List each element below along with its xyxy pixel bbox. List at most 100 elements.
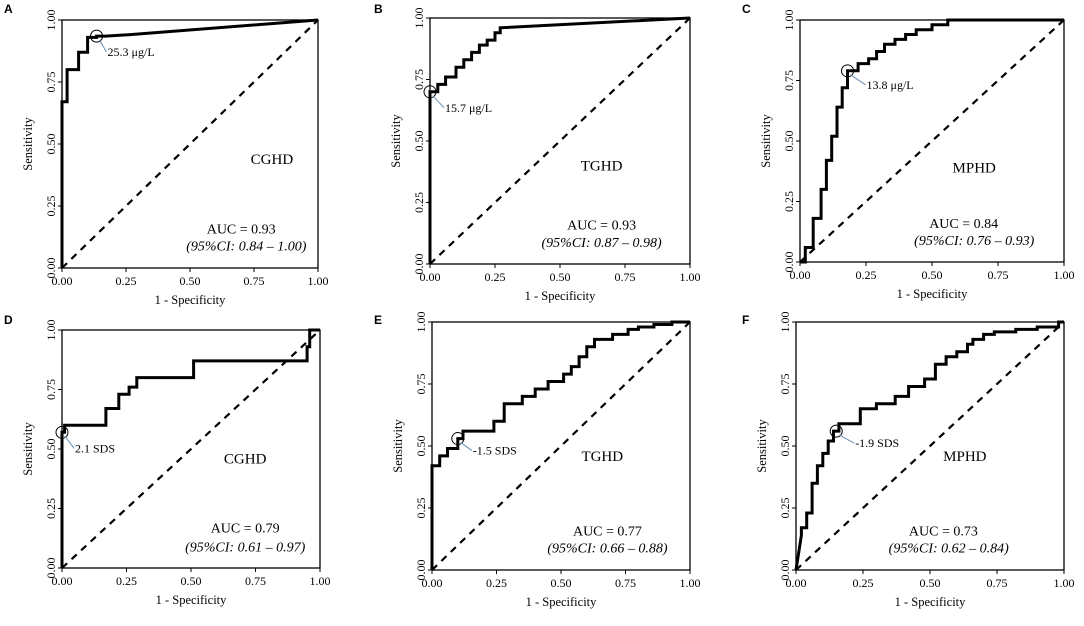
y-tick-label: 0.25 bbox=[412, 192, 426, 213]
panel-label: C bbox=[742, 2, 751, 16]
group-name: CGHD bbox=[251, 152, 294, 168]
x-tick-label: 0.25 bbox=[486, 576, 507, 590]
y-tick-label: 0.50 bbox=[412, 131, 426, 152]
cutoff-leader bbox=[838, 434, 855, 444]
cutoff-label: -1.5 SDS bbox=[473, 444, 517, 458]
roc-curve bbox=[428, 16, 691, 264]
x-tick-label: 0.00 bbox=[420, 270, 441, 284]
group-name: TGHD bbox=[581, 449, 623, 465]
x-tick-label: 0.25 bbox=[853, 576, 874, 590]
y-axis-label: Sensitivity bbox=[21, 117, 35, 171]
cutoff-label: 2.1 SDS bbox=[75, 441, 115, 455]
auc-value: AUC = 0.93 bbox=[567, 219, 636, 234]
group-name: CGHD bbox=[224, 451, 267, 467]
y-tick-label: 0.25 bbox=[414, 498, 428, 519]
y-tick-label: 0.00 bbox=[412, 254, 426, 275]
x-axis-label: 1 - Specificity bbox=[897, 287, 969, 301]
y-tick-label: 0.75 bbox=[778, 374, 792, 395]
y-tick-label: 0.50 bbox=[782, 131, 796, 152]
y-tick-label: 0.25 bbox=[44, 498, 58, 519]
x-tick-label: 0.75 bbox=[245, 574, 266, 588]
roc-panel-E: E 0.000.00 0.25 0.25 0.50 0.50 0.75 0.75 1.00 1.0… bbox=[374, 312, 701, 610]
cutoff-leader bbox=[64, 436, 75, 449]
x-tick-label: 0.75 bbox=[615, 270, 636, 284]
cutoff-marker bbox=[829, 424, 843, 438]
x-tick-label: 1.00 bbox=[310, 574, 331, 588]
y-tick-label: 0.75 bbox=[414, 374, 428, 395]
cutoff-marker bbox=[451, 432, 465, 446]
x-tick-label: 0.25 bbox=[485, 270, 506, 284]
cutoff-label: 15.7 μg/L bbox=[445, 101, 492, 115]
panel-label: B bbox=[374, 2, 383, 16]
x-axis-label: 1 - Specificity bbox=[525, 289, 597, 303]
x-tick-label: 0.50 bbox=[550, 270, 571, 284]
y-tick-label: 1.00 bbox=[782, 10, 796, 31]
x-tick-label: 0.25 bbox=[856, 268, 877, 282]
x-tick-label: 0.50 bbox=[180, 274, 201, 288]
reference-diagonal bbox=[795, 321, 1065, 571]
auc-value: AUC = 0.77 bbox=[573, 524, 642, 539]
y-tick-label: 0.50 bbox=[44, 439, 58, 460]
x-tick-label: 0.50 bbox=[181, 574, 202, 588]
cutoff-marker bbox=[423, 85, 437, 99]
x-axis-label: 1 - Specificity bbox=[156, 593, 228, 607]
x-tick-label: 0.75 bbox=[244, 274, 265, 288]
y-tick-label: 0.00 bbox=[778, 560, 792, 581]
group-name: TGHD bbox=[581, 159, 623, 175]
reference-diagonal bbox=[429, 17, 691, 265]
x-tick-label: 1.00 bbox=[680, 576, 701, 590]
y-tick-label: 0.00 bbox=[44, 258, 58, 279]
x-tick-label: 0.75 bbox=[615, 576, 636, 590]
roc-curve bbox=[800, 18, 1064, 264]
x-tick-label: 0.00 bbox=[52, 574, 73, 588]
roc-curve bbox=[794, 320, 1064, 571]
y-tick-label: 0.75 bbox=[412, 69, 426, 90]
roc-panel-D: D 0.000.00 0.25 0.25 0.50 0.50 0.75 0.75 1.00 1.0… bbox=[4, 313, 331, 607]
cutoff-label: 25.3 μg/L bbox=[108, 45, 155, 59]
y-tick-label: 0.25 bbox=[778, 498, 792, 519]
auc-value: AUC = 0.93 bbox=[207, 222, 276, 237]
cutoff-leader bbox=[99, 39, 107, 53]
x-tick-label: 0.00 bbox=[52, 274, 73, 288]
y-tick-label: 1.00 bbox=[414, 312, 428, 333]
roc-panel-A: A 0.000.00 0.25 0.25 0.50 0.50 0.75 0.75 1.00 1.0… bbox=[4, 2, 329, 307]
x-tick-label: 0.50 bbox=[551, 576, 572, 590]
confidence-interval: (95%CI: 0.76 – 0.93) bbox=[914, 234, 1034, 249]
panel-label: A bbox=[4, 2, 13, 16]
y-tick-label: 0.25 bbox=[44, 196, 58, 217]
x-tick-label: 0.00 bbox=[790, 268, 811, 282]
roc-curve bbox=[60, 328, 320, 568]
x-tick-label: 0.50 bbox=[920, 576, 941, 590]
reference-diagonal bbox=[431, 321, 691, 571]
y-tick-label: 0.25 bbox=[782, 191, 796, 212]
x-tick-label: 1.00 bbox=[1054, 268, 1075, 282]
reference-diagonal bbox=[61, 19, 319, 269]
y-tick-label: 0.50 bbox=[414, 436, 428, 457]
y-axis-label: Sensitivity bbox=[21, 422, 35, 476]
y-tick-label: 0.50 bbox=[44, 134, 58, 155]
x-tick-label: 0.75 bbox=[987, 576, 1008, 590]
y-tick-label: 0.00 bbox=[414, 560, 428, 581]
x-axis-label: 1 - Specificity bbox=[526, 595, 598, 609]
y-tick-label: 0.50 bbox=[778, 436, 792, 457]
confidence-interval: (95%CI: 0.62 – 0.84) bbox=[889, 542, 1009, 557]
x-tick-label: 0.00 bbox=[786, 576, 807, 590]
group-name: MPHD bbox=[953, 160, 997, 176]
roc-curve bbox=[60, 18, 319, 268]
x-tick-label: 0.25 bbox=[116, 574, 137, 588]
x-tick-label: 1.00 bbox=[680, 270, 701, 284]
y-tick-label: 1.00 bbox=[44, 10, 58, 31]
confidence-interval: (95%CI: 0.66 – 0.88) bbox=[547, 542, 667, 557]
roc-panel-C: C 0.000.00 0.25 0.25 0.50 0.50 0.75 0.75 1.00 1.0… bbox=[742, 2, 1075, 301]
x-tick-label: 0.00 bbox=[422, 576, 443, 590]
group-name: MPHD bbox=[943, 449, 987, 465]
y-tick-label: 1.00 bbox=[412, 8, 426, 29]
x-tick-label: 0.75 bbox=[988, 268, 1009, 282]
confidence-interval: (95%CI: 0.87 – 0.98) bbox=[542, 236, 662, 251]
roc-panel-F: F 0.000.00 0.25 0.25 0.50 0.50 0.75 0.75 1.00 1.0… bbox=[742, 312, 1075, 610]
panel-label: E bbox=[374, 313, 382, 327]
confidence-interval: (95%CI: 0.61 – 0.97) bbox=[185, 540, 305, 555]
cutoff-label: 13.8 μg/L bbox=[867, 78, 914, 92]
y-tick-label: 0.00 bbox=[782, 252, 796, 273]
